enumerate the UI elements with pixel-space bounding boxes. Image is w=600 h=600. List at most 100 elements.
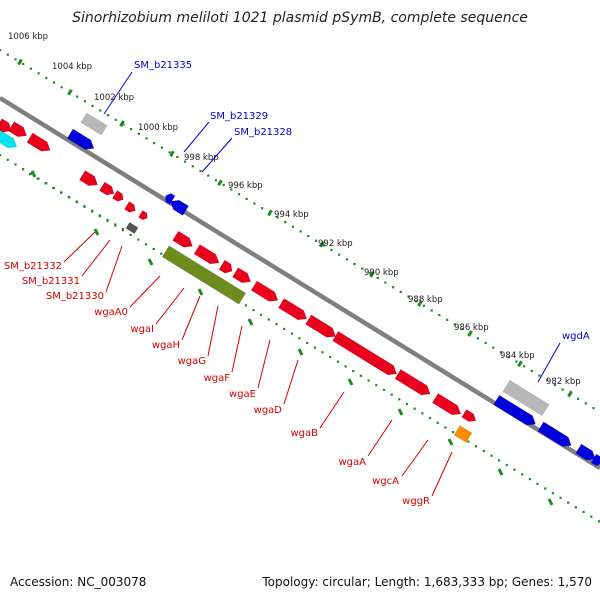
minor-tick bbox=[498, 459, 501, 462]
label-wgaF-leader bbox=[231, 325, 243, 373]
minor-tick bbox=[45, 76, 48, 80]
label-wgaG[interactable]: wgaG bbox=[178, 356, 206, 367]
minor-tick bbox=[352, 370, 355, 373]
minor-tick bbox=[245, 197, 248, 200]
minor-tick bbox=[353, 262, 356, 266]
label-wgaA0[interactable]: wgaA0 bbox=[94, 307, 128, 318]
minor-tick bbox=[22, 168, 25, 171]
minor-tick bbox=[338, 253, 341, 256]
minor-tick bbox=[130, 128, 133, 131]
label-SM_b21335[interactable]: SM_b21335 bbox=[134, 60, 192, 71]
minor-tick bbox=[484, 341, 487, 345]
minor-tick bbox=[314, 239, 318, 242]
minor-tick bbox=[392, 286, 395, 289]
label-wgdA-leader bbox=[537, 342, 561, 383]
minor-tick bbox=[461, 328, 464, 331]
minor-tick bbox=[592, 407, 595, 410]
major-tick bbox=[467, 330, 473, 337]
gene-wgdA bbox=[493, 394, 536, 426]
label-wgaA[interactable]: wgaA bbox=[339, 457, 367, 468]
minor-tick bbox=[0, 49, 2, 52]
label-wgaD-leader bbox=[283, 359, 299, 405]
minor-tick bbox=[413, 407, 416, 410]
major-tick bbox=[547, 498, 554, 506]
minor-tick bbox=[99, 109, 102, 112]
major-tick bbox=[497, 468, 504, 476]
gene-wgaF bbox=[250, 280, 279, 302]
minor-tick bbox=[284, 221, 287, 224]
label-wgaF[interactable]: wgaF bbox=[204, 373, 231, 384]
gene-wgcA bbox=[432, 393, 462, 416]
gene-wggR bbox=[453, 425, 473, 443]
label-wgaB-leader bbox=[319, 391, 345, 429]
map-title: Sinorhizobium meliloti 1021 plasmid pSym… bbox=[72, 10, 528, 26]
label-SM_b21328[interactable]: SM_b21328 bbox=[234, 127, 292, 138]
minor-tick bbox=[199, 169, 202, 173]
minor-tick bbox=[98, 214, 101, 217]
minor-tick bbox=[307, 235, 310, 238]
minor-tick bbox=[446, 318, 449, 321]
major-tick bbox=[247, 318, 254, 326]
minor-tick bbox=[6, 53, 9, 56]
minor-tick bbox=[83, 205, 86, 208]
minor-tick bbox=[422, 304, 425, 307]
gene-dark bbox=[125, 222, 139, 234]
label-wgaI[interactable]: wgaI bbox=[130, 324, 154, 335]
minor-tick bbox=[52, 81, 56, 84]
label-wgaE[interactable]: wgaE bbox=[229, 389, 256, 400]
minor-tick bbox=[538, 374, 541, 377]
minor-tick bbox=[398, 398, 401, 401]
label-wgaD[interactable]: wgaD bbox=[254, 405, 283, 416]
minor-tick bbox=[214, 179, 217, 182]
minor-tick bbox=[428, 417, 432, 420]
label-SM_b21330[interactable]: SM_b21330 bbox=[46, 291, 104, 302]
minor-tick bbox=[237, 193, 241, 196]
minor-tick bbox=[91, 209, 94, 212]
gene-SM_b21331b bbox=[112, 190, 124, 202]
label-wggR[interactable]: wggR bbox=[402, 496, 430, 507]
major-tick bbox=[119, 120, 125, 127]
minor-tick bbox=[244, 304, 247, 307]
major-tick bbox=[319, 240, 325, 248]
major-tick bbox=[447, 438, 454, 446]
minor-tick bbox=[415, 300, 418, 303]
minor-tick bbox=[76, 95, 79, 98]
minor-tick bbox=[530, 369, 533, 372]
minor-tick bbox=[222, 183, 225, 186]
tick-label: 1004 kbp bbox=[52, 62, 92, 72]
minor-tick bbox=[375, 384, 378, 387]
label-wgaE-leader bbox=[257, 339, 271, 389]
minor-tick bbox=[382, 388, 386, 391]
tick-label: 986 kbp bbox=[454, 323, 489, 333]
minor-tick bbox=[37, 72, 40, 75]
tick-label: 1000 kbp bbox=[138, 123, 178, 133]
minor-tick bbox=[444, 426, 447, 429]
minor-tick bbox=[559, 496, 562, 499]
minor-tick bbox=[29, 67, 32, 70]
minor-tick bbox=[536, 482, 539, 485]
minor-tick bbox=[144, 243, 148, 246]
label-wgaB[interactable]: wgaB bbox=[290, 428, 318, 439]
label-SM_b21329[interactable]: SM_b21329 bbox=[210, 111, 268, 122]
gene-small-1 bbox=[138, 210, 148, 221]
minor-tick bbox=[344, 365, 347, 368]
label-wgaH[interactable]: wgaH bbox=[152, 340, 180, 351]
label-wgdA[interactable]: wgdA bbox=[562, 331, 590, 342]
label-wgcA[interactable]: wgcA bbox=[372, 476, 399, 487]
minor-tick bbox=[574, 506, 577, 509]
label-SM_b21332[interactable]: SM_b21332 bbox=[4, 261, 62, 272]
gene-left-2 bbox=[8, 121, 28, 137]
minor-tick bbox=[359, 374, 362, 377]
minor-tick bbox=[83, 100, 86, 103]
minor-tick bbox=[291, 225, 294, 228]
minor-tick bbox=[313, 346, 316, 349]
minor-tick bbox=[505, 463, 508, 467]
major-tick bbox=[197, 288, 204, 296]
minor-tick bbox=[207, 174, 210, 177]
minor-tick bbox=[384, 281, 387, 284]
pseudogene-SM_b21335 bbox=[80, 112, 108, 136]
major-tick bbox=[417, 300, 423, 307]
label-SM_b21331[interactable]: SM_b21331 bbox=[22, 276, 80, 287]
gene-wgaA bbox=[394, 369, 431, 396]
tick-label: 988 kbp bbox=[408, 295, 443, 305]
